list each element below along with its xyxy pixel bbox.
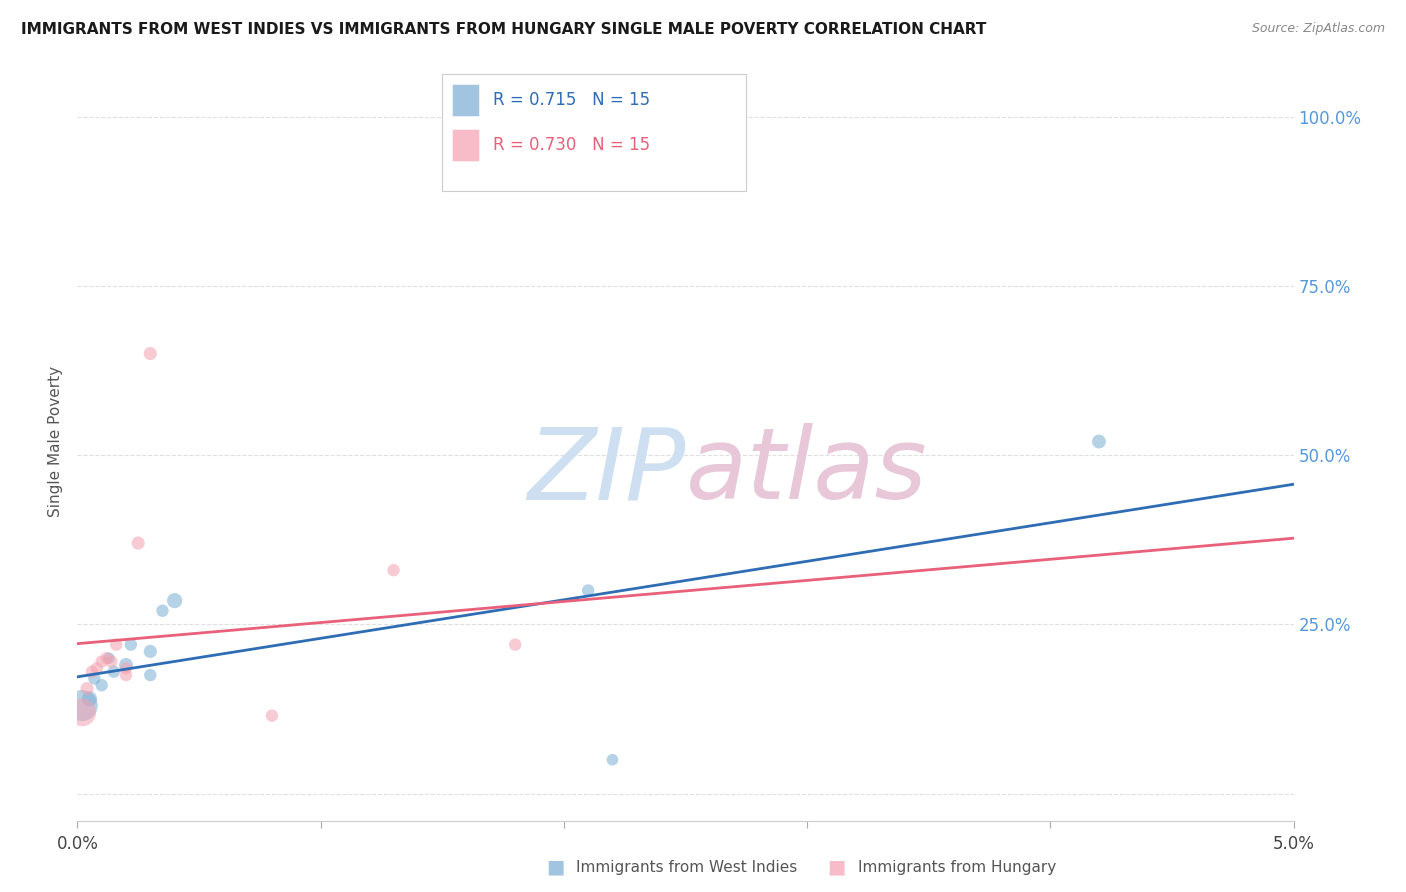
Point xyxy=(90,678,112,692)
Point xyxy=(576,583,599,598)
Point xyxy=(139,668,162,682)
FancyBboxPatch shape xyxy=(441,74,747,191)
Point xyxy=(90,655,112,669)
Point xyxy=(139,346,162,360)
Point xyxy=(382,563,405,577)
Point xyxy=(103,665,125,679)
Text: Immigrants from West Indies: Immigrants from West Indies xyxy=(576,860,797,874)
Point xyxy=(139,644,162,658)
Point xyxy=(86,661,108,675)
Text: atlas: atlas xyxy=(686,424,927,520)
Point xyxy=(76,681,98,696)
Point xyxy=(115,661,138,675)
Text: ZIP: ZIP xyxy=(527,424,686,520)
Text: R = 0.730   N = 15: R = 0.730 N = 15 xyxy=(494,136,651,154)
Point xyxy=(70,706,93,720)
Point xyxy=(80,665,103,679)
FancyBboxPatch shape xyxy=(451,84,478,116)
FancyBboxPatch shape xyxy=(451,129,478,161)
Point xyxy=(503,638,526,652)
Text: IMMIGRANTS FROM WEST INDIES VS IMMIGRANTS FROM HUNGARY SINGLE MALE POVERTY CORRE: IMMIGRANTS FROM WEST INDIES VS IMMIGRANT… xyxy=(21,22,987,37)
Point xyxy=(115,668,138,682)
Point xyxy=(260,708,283,723)
Point xyxy=(97,651,120,665)
Point xyxy=(79,691,101,706)
Point xyxy=(120,638,142,652)
Point xyxy=(70,698,93,713)
Text: R = 0.715   N = 15: R = 0.715 N = 15 xyxy=(494,91,651,109)
Text: Source: ZipAtlas.com: Source: ZipAtlas.com xyxy=(1251,22,1385,36)
Point xyxy=(105,638,128,652)
Point xyxy=(152,604,174,618)
Point xyxy=(163,593,186,607)
Point xyxy=(602,753,624,767)
Point xyxy=(127,536,149,550)
Text: Immigrants from Hungary: Immigrants from Hungary xyxy=(858,860,1056,874)
Text: ■: ■ xyxy=(827,857,846,877)
Text: ■: ■ xyxy=(546,857,565,877)
Point xyxy=(96,651,118,665)
Point xyxy=(83,672,105,686)
Y-axis label: Single Male Poverty: Single Male Poverty xyxy=(48,366,63,517)
Point xyxy=(100,655,122,669)
Point xyxy=(115,657,138,672)
Point xyxy=(1088,434,1111,449)
